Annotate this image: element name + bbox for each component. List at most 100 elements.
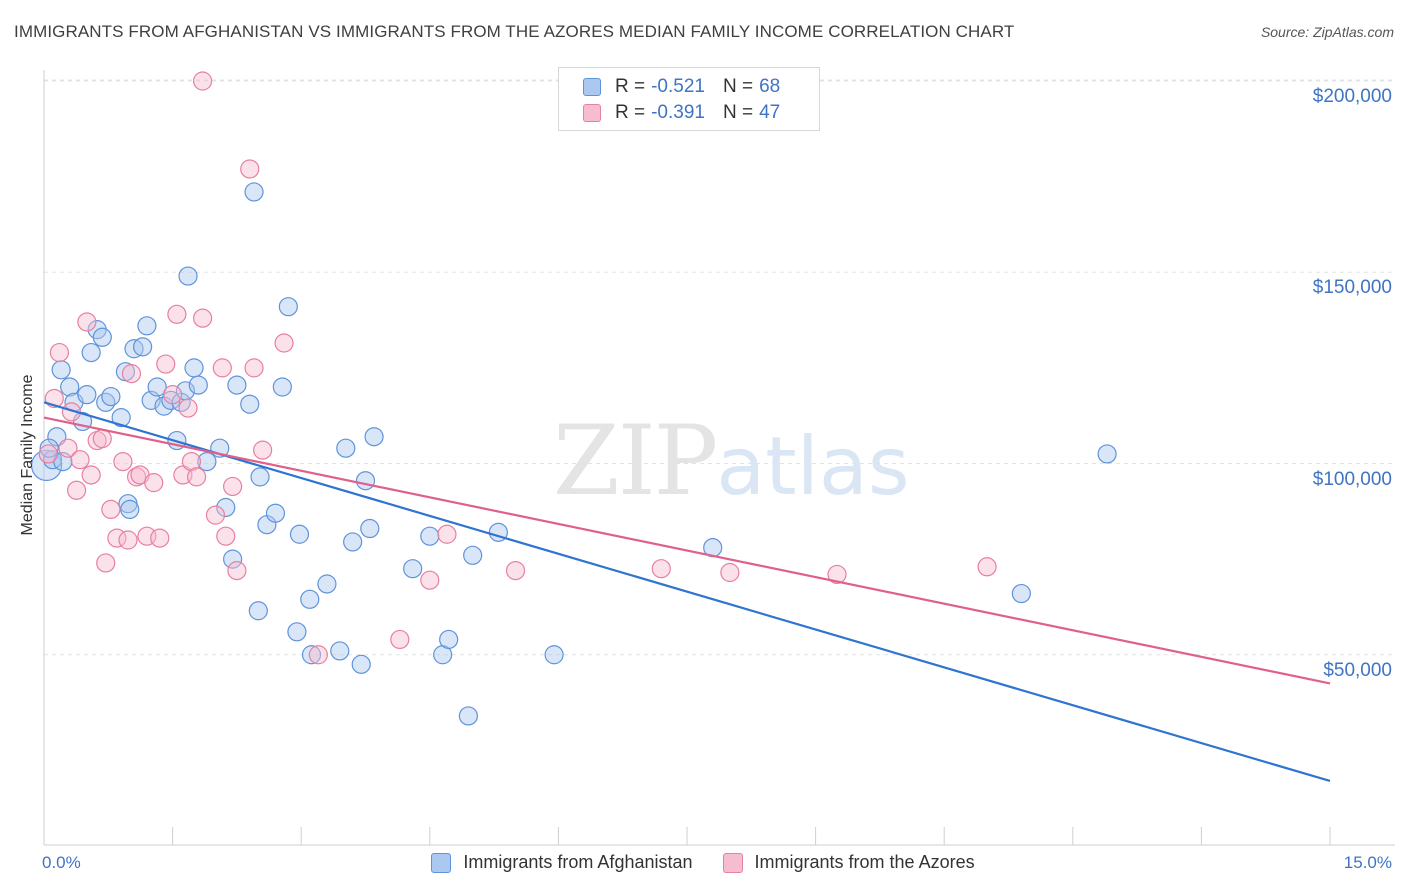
afghanistan-point bbox=[188, 375, 208, 395]
source-label: Source: ZipAtlas.com bbox=[1260, 24, 1394, 40]
legend-n-label: N = bbox=[722, 102, 754, 123]
azores-point bbox=[240, 159, 260, 179]
watermark-zip: ZIP bbox=[553, 405, 718, 517]
azores-point bbox=[156, 354, 176, 374]
azores-point bbox=[193, 71, 213, 91]
x-tick-label-min: 0.0% bbox=[42, 853, 81, 872]
azores-point bbox=[144, 473, 164, 493]
series-swatch-azores bbox=[722, 852, 743, 873]
azores-point bbox=[101, 499, 121, 519]
series-legend-azores: Immigrants from the Azores bbox=[722, 852, 975, 873]
afghanistan-point bbox=[1011, 583, 1031, 604]
afghanistan-point bbox=[458, 706, 478, 726]
azores-point bbox=[977, 557, 997, 577]
series-legend-afghanistan: Immigrants from Afghanistan bbox=[431, 852, 693, 873]
afghanistan-point bbox=[317, 574, 337, 594]
azores-point bbox=[390, 629, 410, 650]
azores-point bbox=[118, 530, 138, 550]
afghanistan-point bbox=[250, 467, 270, 487]
azores-point bbox=[244, 358, 264, 378]
afghanistan-point bbox=[178, 266, 198, 286]
y-tick-label: $50,000 bbox=[1323, 659, 1392, 681]
azores-point bbox=[81, 465, 101, 485]
afghanistan-point bbox=[301, 645, 322, 665]
afghanistan-point bbox=[360, 518, 380, 539]
azores-points bbox=[38, 71, 997, 665]
legend-row-afghanistan: R = -0.521 N = 68 bbox=[583, 76, 780, 98]
azores-point bbox=[61, 402, 82, 422]
azores-point bbox=[163, 385, 183, 405]
legend-swatch-azores bbox=[583, 104, 601, 122]
afghanistan-point bbox=[227, 375, 247, 395]
afghanistan-point bbox=[351, 654, 371, 674]
azores-point bbox=[92, 429, 112, 449]
azores-point bbox=[212, 358, 232, 378]
azores-point bbox=[121, 364, 142, 384]
azores-point bbox=[66, 480, 87, 500]
afghanistan-point bbox=[403, 559, 423, 579]
afghanistan-trend-line bbox=[43, 401, 1331, 783]
azores-trend-line bbox=[43, 416, 1331, 685]
azores-point bbox=[227, 560, 247, 581]
azores-point bbox=[827, 564, 847, 585]
legend-row-azores: R = -0.391 N = 47 bbox=[583, 102, 780, 124]
chart-title: IMMIGRANTS FROM AFGHANISTAN VS IMMIGRANT… bbox=[14, 22, 1015, 41]
afghanistan-point bbox=[355, 471, 376, 491]
azores-point bbox=[77, 312, 97, 332]
afghanistan-point bbox=[544, 645, 564, 665]
afghanistan-point bbox=[77, 385, 97, 405]
azores-point bbox=[58, 438, 78, 458]
azores-point bbox=[38, 444, 58, 464]
azores-point bbox=[437, 524, 457, 544]
trend-lines bbox=[43, 401, 1331, 783]
azores-point bbox=[49, 342, 70, 363]
correlation-legend: R = -0.521 N = 68 R = -0.391 N = 47 bbox=[558, 67, 820, 131]
legend-r-value: -0.521 bbox=[651, 76, 705, 97]
afghanistan-point bbox=[60, 377, 80, 397]
azores-point bbox=[113, 451, 133, 472]
afghanistan-point bbox=[197, 451, 217, 472]
azores-point bbox=[181, 451, 202, 472]
watermark: ZIPatlas bbox=[553, 405, 910, 517]
afghanistan-point bbox=[420, 526, 440, 546]
azores-point bbox=[178, 398, 198, 418]
afghanistan-point bbox=[184, 358, 204, 378]
azores-point bbox=[720, 562, 740, 583]
series-swatch-afghanistan bbox=[431, 852, 452, 873]
azores-point bbox=[420, 570, 440, 590]
afghanistan-point bbox=[111, 408, 131, 428]
afghanistan-point bbox=[96, 392, 116, 412]
afghanistan-point bbox=[223, 549, 243, 569]
afghanistan-point bbox=[248, 601, 268, 621]
azores-point bbox=[150, 528, 170, 548]
afghanistan-point bbox=[244, 182, 264, 202]
legend-n-label: N = bbox=[722, 76, 754, 97]
afghanistan-points bbox=[30, 182, 1117, 726]
x-tick-label-max: 15.0% bbox=[1343, 853, 1392, 872]
azores-point bbox=[187, 467, 207, 487]
afghanistan-point bbox=[265, 503, 286, 523]
azores-point bbox=[253, 440, 273, 460]
legend-n-value: 68 bbox=[759, 76, 781, 97]
afghanistan-point bbox=[343, 532, 363, 552]
azores-point bbox=[96, 553, 116, 573]
afghanistan-point bbox=[289, 524, 310, 544]
azores-point bbox=[274, 333, 294, 353]
afghanistan-point bbox=[51, 360, 71, 380]
afghanistan-point bbox=[439, 629, 459, 650]
afghanistan-point bbox=[120, 499, 140, 519]
azores-point bbox=[70, 450, 90, 470]
legend-swatch-afghanistan bbox=[583, 78, 601, 96]
afghanistan-point bbox=[101, 386, 121, 407]
afghanistan-point bbox=[47, 427, 67, 447]
afghanistan-point bbox=[463, 545, 483, 565]
afghanistan-point bbox=[147, 377, 167, 397]
azores-point bbox=[167, 304, 187, 324]
afghanistan-point bbox=[39, 438, 59, 458]
watermark-atlas: atlas bbox=[716, 420, 910, 513]
legend-n-value: 47 bbox=[759, 102, 781, 123]
azores-point bbox=[216, 526, 236, 546]
afghanistan-point bbox=[272, 377, 292, 397]
azores-point bbox=[223, 476, 243, 497]
